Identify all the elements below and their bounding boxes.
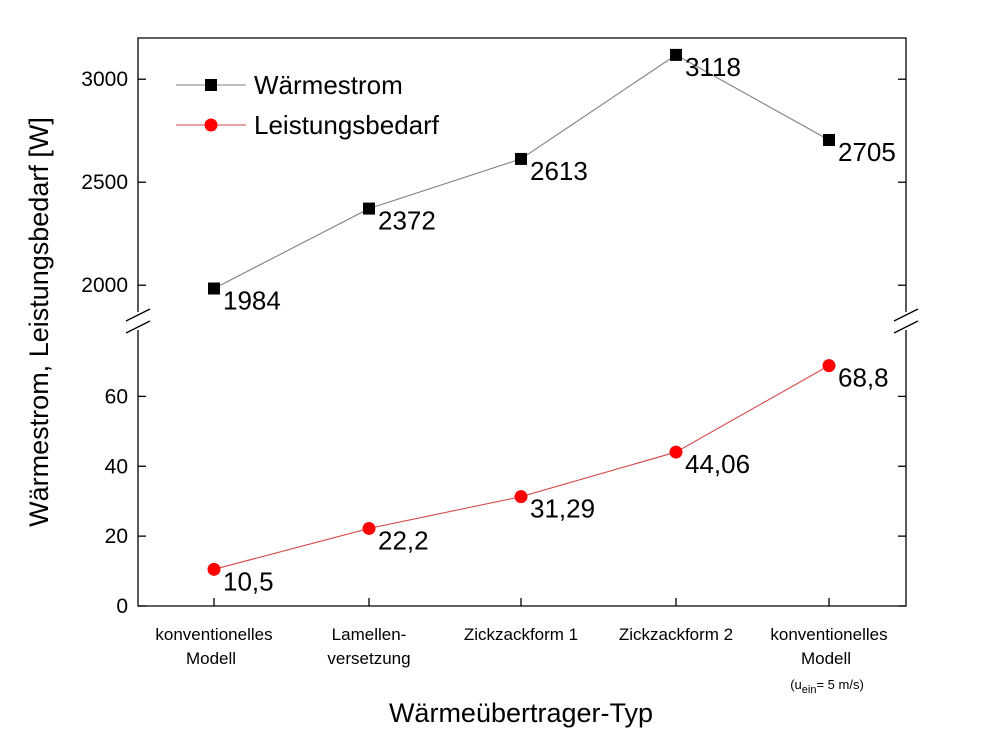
y-axis-title: Wärmestrom, Leistungsbedarf [W]	[24, 117, 54, 527]
axis-break-right-bottom	[893, 320, 919, 334]
data-point-circle	[669, 445, 683, 459]
data-label: 10,5	[223, 566, 274, 596]
x-tick-note-main: (u	[790, 677, 802, 692]
y-tick-label: 20	[105, 525, 128, 548]
data-point-square	[515, 152, 527, 165]
upper-frame	[137, 37, 907, 312]
x-tick-label: konventionelles	[155, 625, 272, 644]
x-tick-label: Zickzackform 1	[464, 625, 578, 644]
axis-break-left-top	[125, 308, 151, 322]
data-label: 2705	[838, 137, 896, 167]
x-tick-note-rest: = 5 m/s)	[816, 677, 863, 692]
data-point-circle	[514, 490, 528, 504]
data-point-square	[670, 48, 682, 61]
legend-label: Leistungsbedarf	[254, 110, 440, 140]
x-tick-label: Lamellen-	[332, 625, 407, 644]
x-axis-title: Wärmeübertrager-Typ	[389, 698, 653, 728]
axis-break-left-bottom	[125, 320, 151, 334]
data-point-circle	[362, 521, 376, 535]
x-tick-note: (uein= 5 m/s)	[790, 677, 864, 696]
x-tick-note-sub: ein	[802, 684, 817, 696]
data-label: 1984	[223, 286, 281, 316]
y-tick-label: 60	[105, 385, 128, 408]
data-label: 2372	[378, 206, 436, 236]
x-tick-label: versetzung	[327, 649, 410, 668]
lower-frame	[137, 330, 907, 607]
data-point-circle	[207, 562, 221, 576]
y-tick-label: 2500	[81, 171, 128, 194]
legend-label: Wärmestrom	[254, 70, 403, 100]
data-label: 2613	[530, 156, 588, 186]
data-point-square	[363, 202, 375, 215]
data-label: 22,2	[378, 525, 429, 555]
data-label: 44,06	[685, 449, 750, 479]
y-tick-label: 40	[105, 455, 128, 478]
y-tick-label: 2000	[81, 274, 128, 297]
data-label: 3118	[685, 52, 741, 82]
data-point-square	[208, 282, 220, 295]
data-point-square	[823, 133, 835, 146]
data-label: 68,8	[838, 363, 889, 393]
y-tick-label: 0	[116, 595, 128, 618]
x-tick-label: Modell	[186, 649, 236, 668]
data-point-circle	[822, 359, 836, 373]
axis-break-right-top	[893, 308, 919, 322]
x-tick-label: Zickzackform 2	[619, 625, 733, 644]
legend-marker-square	[205, 79, 217, 91]
y-tick-label: 3000	[81, 68, 128, 91]
data-label: 31,29	[530, 494, 595, 524]
legend-marker-circle	[204, 118, 218, 132]
x-tick-label: konventionelles	[770, 625, 887, 644]
x-tick-label: Modell	[801, 649, 851, 668]
